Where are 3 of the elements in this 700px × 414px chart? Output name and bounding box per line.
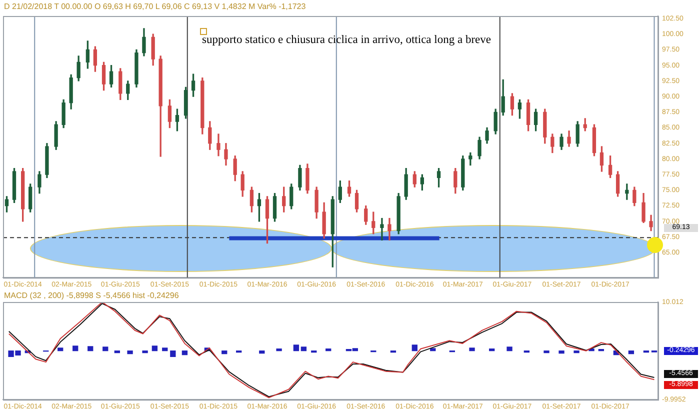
chart-subtitle: D 21/02/2018 T 00.00.00 O 69,63 H 69,70 L 69,06 C 69,13 V 1,4832 M Var% -1,1723 — [4, 2, 306, 11]
annotation: supporto statico e chiusura ciclica in arrivo, ottica long a breve — [201, 34, 491, 46]
chart-subtitle: MACD (32 , 200) -5,8998 S -5,4566 hist -0,24296 — [4, 291, 179, 300]
